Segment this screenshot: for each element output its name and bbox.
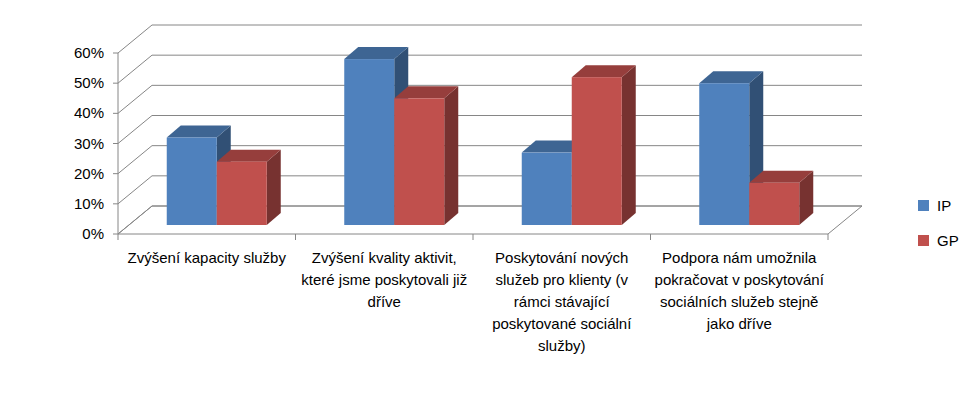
y-tick-label: 0% bbox=[82, 225, 104, 242]
legend-label: IP bbox=[937, 197, 951, 214]
bar-top bbox=[344, 47, 408, 59]
x-tick-label: Zvýšení kvality aktivit, které jsme posk… bbox=[299, 247, 469, 313]
bar-front bbox=[217, 162, 267, 225]
y-tick bbox=[113, 53, 118, 54]
bar-top bbox=[699, 71, 763, 83]
bar bbox=[217, 150, 281, 225]
x-tick bbox=[828, 234, 829, 240]
y-tick bbox=[113, 173, 118, 174]
grid-line bbox=[118, 55, 862, 83]
bar-side bbox=[622, 65, 636, 225]
y-tick-label: 60% bbox=[74, 44, 104, 61]
legend-label: GP bbox=[937, 232, 959, 249]
x-tick-label: Podpora nám umožnila pokračovat v poskyt… bbox=[654, 247, 824, 335]
bar-front bbox=[699, 83, 749, 225]
grid-line bbox=[118, 25, 862, 53]
y-tick bbox=[113, 203, 118, 204]
y-tick bbox=[113, 143, 118, 144]
legend-swatch bbox=[918, 200, 929, 211]
bar-front bbox=[749, 183, 799, 225]
bar-top bbox=[749, 171, 813, 183]
bar-top bbox=[394, 86, 458, 98]
legend-swatch bbox=[918, 235, 929, 246]
bar-top bbox=[572, 65, 636, 77]
y-tick-label: 50% bbox=[74, 74, 104, 91]
bar-top bbox=[217, 150, 281, 162]
x-tick bbox=[118, 234, 119, 240]
y-tick bbox=[113, 113, 118, 114]
bar-front bbox=[167, 138, 217, 225]
chart-stage: 0% 10% 20% 30% 40% 50% 60% IP GP Zvýšení kapacity… bbox=[0, 0, 980, 403]
x-tick-label: Zvýšení kapacity služby bbox=[122, 247, 292, 269]
bar-front bbox=[522, 153, 572, 225]
bar bbox=[572, 65, 636, 225]
y-tick bbox=[113, 83, 118, 84]
bar-front bbox=[394, 98, 444, 225]
x-tick bbox=[295, 234, 296, 240]
legend: IP GP bbox=[918, 197, 959, 249]
y-tick bbox=[113, 234, 118, 235]
bar-top bbox=[167, 126, 231, 138]
bar-side bbox=[267, 150, 281, 225]
x-tick bbox=[473, 234, 474, 240]
bar bbox=[749, 171, 813, 225]
y-tick-label: 30% bbox=[74, 135, 104, 152]
x-tick bbox=[650, 234, 651, 240]
bars bbox=[167, 47, 814, 225]
bar-front bbox=[572, 77, 622, 225]
y-tick-label: 20% bbox=[74, 165, 104, 182]
bar bbox=[394, 86, 458, 225]
bar-side bbox=[444, 86, 458, 225]
y-tick-label: 10% bbox=[74, 195, 104, 212]
x-tick-label: Poskytování nových služeb pro klienty (v… bbox=[477, 247, 647, 357]
chart-svg: 0% 10% 20% 30% 40% 50% 60% IP GP bbox=[0, 0, 980, 403]
y-tick-label: 40% bbox=[74, 104, 104, 121]
bar-front bbox=[344, 59, 394, 225]
